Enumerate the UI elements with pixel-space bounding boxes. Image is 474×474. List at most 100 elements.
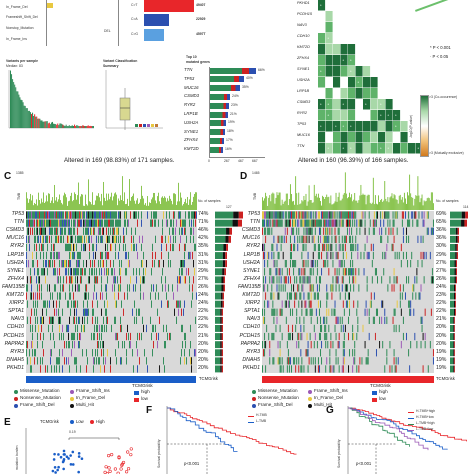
d-cell: [278, 276, 280, 284]
d-tmb-bar: [379, 201, 381, 210]
c-gene-label: RYR2: [10, 243, 24, 250]
c-cell: [53, 268, 54, 276]
c-cell: [77, 268, 78, 276]
d-cell: [430, 276, 432, 284]
c-cell: [98, 211, 99, 219]
d-cell: [312, 357, 314, 365]
c-cell: [60, 219, 61, 227]
c-cell: [92, 308, 93, 316]
c-cell: [50, 332, 51, 341]
snv-bar-ca: [144, 14, 169, 26]
d-cell: [422, 251, 424, 260]
d-cell: [275, 268, 277, 276]
d-side-bar-nonsense: [464, 219, 467, 227]
d-cell: [271, 251, 273, 260]
d-cell: [354, 211, 356, 219]
c-cell: [105, 251, 106, 260]
c-cell: [85, 284, 86, 292]
c-cell: [94, 260, 95, 268]
d-legend-swatch: [308, 404, 312, 408]
c-cell: [30, 211, 31, 219]
d-cell: [326, 292, 328, 300]
c-cell: [61, 235, 62, 243]
d-legend-label: Frame_Shift_Del: [258, 402, 293, 407]
cooccur-cell: [325, 11, 333, 22]
c-tmb-bar: [147, 196, 148, 210]
d-cell: [299, 268, 301, 276]
d-cell: [354, 357, 356, 365]
c-tmb-bar: [123, 201, 124, 210]
c-cell: [87, 227, 88, 235]
c-cell: [35, 235, 36, 243]
vps-bar: [28, 110, 30, 128]
panel-d-tmb-max: 1465: [252, 171, 260, 175]
c-cell: [91, 219, 92, 227]
d-cell: [280, 235, 282, 243]
d-tmb-bar: [366, 195, 368, 210]
d-tmb-bar: [400, 199, 402, 210]
c-cell: [96, 357, 97, 365]
c-cell: [45, 219, 46, 227]
c-cell: [37, 341, 38, 349]
c-cell: [88, 308, 89, 316]
c-cell: [40, 332, 41, 341]
d-cell: [421, 324, 423, 333]
e-point-low: [80, 457, 84, 460]
c-cell: [93, 227, 94, 235]
d-cell: [311, 260, 313, 268]
d-gene-label: RYR3: [246, 348, 260, 355]
c-cell: [34, 308, 35, 316]
d-cell: [354, 341, 356, 349]
d-cell: [323, 211, 325, 219]
d-cell: [353, 268, 355, 276]
d-cell: [318, 365, 320, 373]
d-cell: [342, 251, 344, 260]
c-cell: [40, 316, 41, 324]
d-cell: [327, 292, 329, 300]
c-cell: [79, 284, 80, 292]
vps-bar: [34, 114, 36, 128]
c-cell: [41, 227, 42, 235]
c-cell: [173, 227, 174, 235]
d-cell: [346, 211, 348, 219]
d-tmb-bar: [309, 200, 311, 210]
c-cell: [56, 300, 57, 308]
c-cell: [144, 276, 145, 284]
c-cell: [78, 219, 79, 227]
d-cell: [299, 211, 301, 219]
d-cell: [283, 276, 285, 284]
c-cell: [26, 341, 27, 349]
d-cell: [386, 243, 388, 252]
cooccur-cell: [325, 22, 333, 33]
c-cell: [173, 211, 174, 219]
cooccur-colorbar: [420, 95, 429, 157]
c-cell: [95, 211, 96, 219]
cooccur-cell: [325, 143, 333, 154]
d-cell: [267, 260, 269, 268]
d-tmb-bar: [289, 184, 291, 210]
d-cell: [289, 357, 291, 365]
c-cell: [27, 276, 28, 284]
d-cell: [389, 341, 391, 349]
cooccur-cell: [370, 110, 378, 121]
cooccur-cell: [400, 143, 408, 154]
c-cell: [74, 211, 75, 219]
d-cell: [291, 211, 292, 219]
c-cell: [53, 251, 54, 260]
d-cell: [388, 227, 390, 235]
d-tmb-bar: [279, 192, 281, 210]
c-cell: [169, 211, 170, 219]
d-cell: [341, 211, 343, 219]
c-cell: [106, 316, 107, 324]
d-cell: [364, 211, 366, 219]
d-cell: [303, 235, 305, 243]
c-cell: [30, 276, 31, 284]
c-cell: [118, 219, 119, 227]
d-cell: [420, 251, 422, 260]
d-cell: [407, 219, 409, 227]
d-tmb-bar: [262, 197, 263, 210]
d-cell: [391, 284, 393, 292]
d-cell: [269, 211, 271, 219]
c-cell: [179, 268, 180, 276]
c-tmb-bar: [87, 205, 88, 210]
